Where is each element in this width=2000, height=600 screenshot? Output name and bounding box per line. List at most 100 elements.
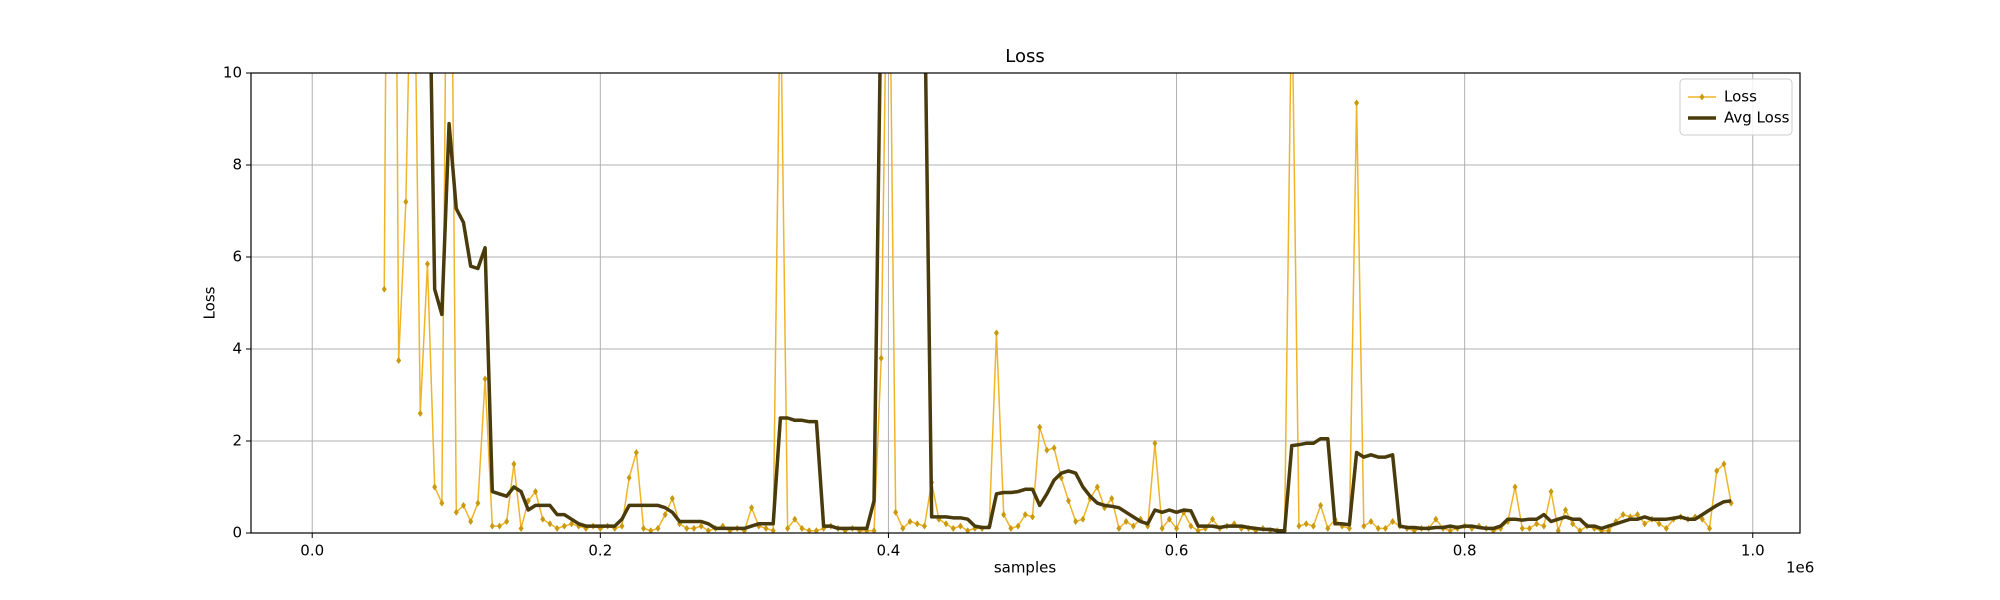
data-point	[1325, 524, 1331, 533]
data-point	[1642, 520, 1648, 528]
data-point	[1318, 501, 1324, 510]
data-point	[424, 260, 431, 268]
data-point	[1073, 517, 1079, 526]
data-point	[749, 504, 755, 512]
legend-marker	[1699, 93, 1705, 101]
x-tick-label: 0.0	[300, 542, 324, 560]
data-point	[921, 522, 927, 530]
y-tick-label: 0	[232, 524, 242, 542]
data-point	[1001, 510, 1007, 519]
data-point	[1116, 524, 1122, 533]
data-point	[547, 520, 553, 528]
data-point	[1022, 510, 1028, 519]
x-tick-label: 0.6	[1165, 542, 1189, 560]
data-point	[878, 354, 884, 362]
data-point	[1663, 524, 1669, 533]
legend-box	[1679, 78, 1793, 136]
data-point	[900, 524, 906, 533]
data-point	[1044, 446, 1050, 454]
data-point	[561, 522, 567, 530]
y-axis-label: Loss	[201, 286, 219, 319]
data-point	[813, 527, 819, 533]
data-point	[1346, 524, 1352, 533]
data-point	[1382, 524, 1388, 533]
x-offset-label: 1e6	[1786, 559, 1814, 577]
data-point	[1361, 522, 1367, 530]
data-point	[785, 524, 791, 533]
data-point	[518, 524, 524, 533]
data-point	[1015, 522, 1021, 530]
data-point	[1411, 527, 1417, 533]
data-point	[504, 517, 510, 526]
y-tick-label: 4	[232, 340, 242, 358]
data-point	[806, 527, 812, 533]
data-point	[1159, 524, 1165, 533]
y-tick-label: 10	[223, 64, 242, 82]
data-point	[1109, 494, 1115, 503]
data-point	[1534, 520, 1540, 528]
data-point	[496, 522, 503, 530]
data-point	[489, 522, 495, 530]
data-point	[691, 524, 697, 533]
data-point	[439, 499, 445, 507]
data-point	[943, 520, 949, 528]
data-point	[1620, 510, 1626, 519]
data-point	[993, 329, 1000, 337]
data-point	[1541, 522, 1547, 530]
data-point	[965, 527, 971, 533]
x-tick-label: 1.0	[1741, 542, 1765, 560]
data-point	[1130, 522, 1136, 530]
data-point	[1123, 517, 1129, 526]
data-point	[1512, 483, 1518, 491]
y-tick-label: 8	[232, 156, 242, 174]
data-point	[669, 494, 675, 503]
data-point	[1526, 524, 1533, 533]
data-point	[907, 517, 913, 526]
data-point	[698, 522, 704, 530]
y-tick-label: 2	[232, 432, 242, 450]
data-point	[1577, 527, 1583, 533]
data-point	[1303, 520, 1309, 528]
data-point	[1080, 515, 1086, 523]
data-point	[619, 522, 625, 530]
data-point	[950, 524, 956, 533]
data-point	[957, 522, 964, 530]
data-point	[1555, 527, 1561, 533]
legend-label: Loss	[1724, 88, 1757, 106]
data-point	[1354, 99, 1360, 107]
x-tick-label: 0.4	[877, 542, 901, 560]
x-tick-label: 0.8	[1453, 542, 1477, 560]
data-point	[532, 487, 539, 496]
data-point	[1721, 460, 1727, 468]
data-point	[1296, 522, 1302, 530]
data-point	[1173, 524, 1180, 533]
data-point	[1519, 524, 1525, 533]
data-point	[1447, 527, 1453, 533]
data-point	[1375, 524, 1381, 533]
data-point	[662, 510, 668, 519]
legend: Loss Avg Loss	[1679, 78, 1793, 136]
data-point	[763, 524, 769, 533]
data-point	[381, 285, 387, 293]
axes-frame	[250, 72, 1801, 534]
data-point	[1606, 527, 1612, 533]
data-point	[1008, 524, 1014, 533]
data-point	[792, 515, 798, 523]
data-point	[1065, 497, 1072, 505]
data-point	[403, 198, 409, 206]
data-point	[1051, 444, 1057, 452]
data-point	[1029, 513, 1036, 521]
data-point	[871, 527, 877, 533]
data-point	[482, 375, 488, 383]
data-point	[540, 515, 546, 523]
data-point	[626, 474, 632, 482]
x-axis-label: samples	[994, 559, 1057, 577]
data-point	[1152, 439, 1158, 447]
data-point	[1037, 423, 1043, 431]
data-point	[453, 508, 459, 516]
chart-title: Loss	[1005, 46, 1044, 67]
data-point	[770, 527, 776, 533]
data-point	[1570, 520, 1576, 528]
